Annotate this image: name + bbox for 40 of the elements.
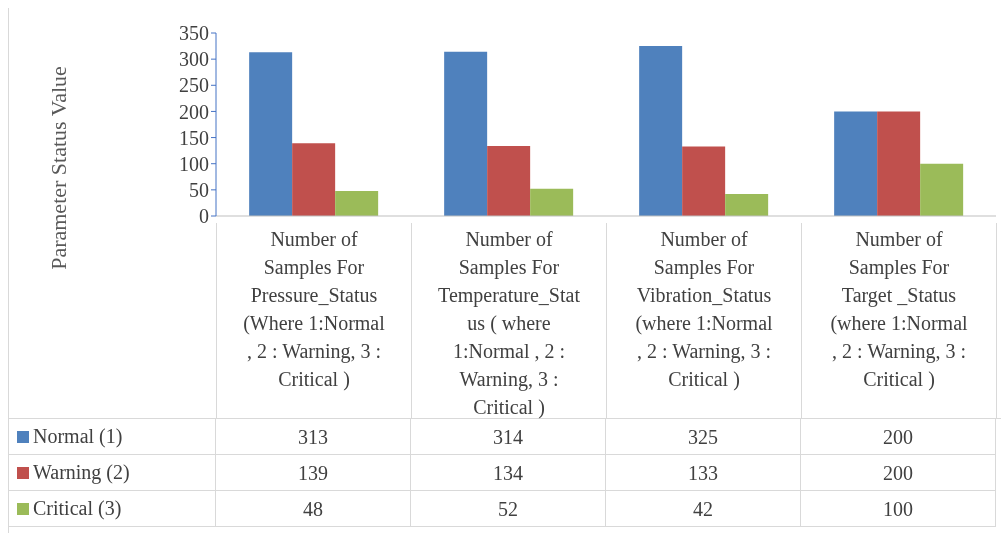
data-label: 42 [606, 491, 801, 527]
bar [444, 51, 488, 216]
y-tick-label: 50 [189, 178, 209, 201]
x-tick-label: Number of Samples For Vibration_Status (where 1:Normal , 2 : Warning, 3 : Critical ) [607, 223, 802, 418]
data-label: 52 [411, 491, 606, 527]
bar [877, 111, 921, 216]
bar [292, 143, 336, 216]
bar [639, 46, 683, 216]
y-tick-label: 200 [179, 100, 209, 123]
x-tick-label: Number of Samples For Target _Status (where 1:Normal , 2 : Warning, 3 : Critical ) [802, 223, 997, 418]
data-label: 200 [801, 455, 996, 491]
data-label: 139 [216, 455, 411, 491]
legend-label: Warning (2) [33, 461, 130, 484]
bar [682, 146, 726, 216]
legend-label: Critical (3) [33, 497, 122, 520]
data-label: 133 [606, 455, 801, 491]
bar [834, 111, 878, 216]
x-tick-label: Number of Samples For Pressure_Status (Where 1:Normal , 2 : Warning, 3 : Critical ) [217, 223, 412, 418]
y-tick-label: 250 [179, 74, 209, 97]
y-tick-label: 100 [179, 152, 209, 175]
x-tick-label: Number of Samples For Temperature_Status ( where 1:Normal , 2 : Warning, 3 : Critical ) [412, 223, 607, 418]
bar [725, 194, 769, 216]
data-label: 325 [606, 419, 801, 455]
y-tick-label: 350 [179, 22, 209, 45]
data-label: 313 [216, 419, 411, 455]
bar [530, 188, 574, 216]
data-label: 314 [411, 419, 606, 455]
y-tick-label: 300 [179, 48, 209, 71]
y-axis-title: Parameter Status Value [46, 66, 72, 270]
data-label: 48 [216, 491, 411, 527]
data-label: 200 [801, 419, 996, 455]
bar [335, 190, 379, 216]
bar [487, 145, 531, 216]
data-label: 100 [801, 491, 996, 527]
legend-label: Normal (1) [33, 425, 123, 448]
data-label: 134 [411, 455, 606, 491]
y-tick-label: 150 [179, 126, 209, 149]
bar [920, 163, 964, 216]
bar [249, 52, 293, 216]
y-tick-label: 0 [199, 205, 209, 228]
